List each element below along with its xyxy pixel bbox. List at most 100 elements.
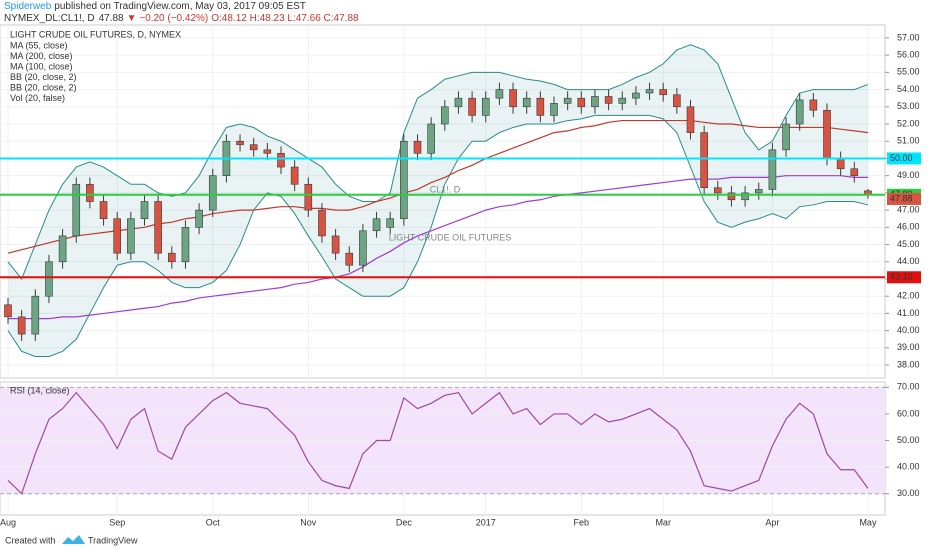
y-tick-label: 39.00 <box>897 342 920 352</box>
candle-body <box>45 261 53 297</box>
y-tick-label: 49.00 <box>897 170 920 180</box>
candle-body <box>290 166 299 185</box>
level-tag <box>887 271 921 284</box>
y-tick-label: 46.00 <box>897 222 920 232</box>
candle-body <box>331 235 340 254</box>
pane-title: RSI (14, close) <box>10 385 70 395</box>
candle-body <box>4 304 12 318</box>
candle-body <box>659 89 668 96</box>
candle-body <box>208 175 217 211</box>
candle-body <box>836 158 845 170</box>
y-tick-label: 45.00 <box>897 239 920 249</box>
candle-body <box>713 187 722 194</box>
author[interactable]: Spiderweb <box>4 1 52 12</box>
candle-body <box>86 183 94 202</box>
logo <box>62 535 85 544</box>
legend-entry: MA (100, close) <box>10 61 73 71</box>
x-tick-label: Aug <box>0 517 16 527</box>
candle-body <box>181 227 190 263</box>
candle-body <box>31 295 40 335</box>
ma-line <box>7 119 869 254</box>
legend-entry: MA (55, close) <box>10 40 68 50</box>
candle-body <box>127 218 135 254</box>
watermark-name: LIGHT CRUDE OIL FUTURES <box>389 232 512 242</box>
x-tick-label: Sep <box>109 517 125 527</box>
legend-entry: BB (20, close, 2) <box>10 72 77 82</box>
candle-body <box>372 218 381 232</box>
last-price-tag <box>887 192 921 205</box>
candle-body <box>550 103 558 116</box>
y-tick-label: 50.00 <box>897 435 920 445</box>
candle-body <box>427 123 435 154</box>
candle-body <box>604 96 613 104</box>
y-tick-label: 54.00 <box>897 84 920 94</box>
last: 47.88 <box>99 13 124 24</box>
symbol: NYMEX_DL:CL1!, D <box>4 13 95 24</box>
published: published on TradingView.com, May 03, 20… <box>54 1 306 12</box>
bb-upper <box>7 44 869 280</box>
candle-body <box>577 97 586 108</box>
y-tick-label: 56.00 <box>897 50 920 60</box>
y-tick-label: 41.00 <box>897 308 920 318</box>
legend-entry: Vol (20, false) <box>10 93 65 103</box>
candle-body <box>168 252 176 263</box>
candle-body <box>468 97 476 116</box>
candle-body <box>809 99 818 111</box>
candle-body <box>632 92 640 99</box>
candle-body <box>591 96 599 108</box>
last-price-label: 47.88 <box>890 193 913 203</box>
bb-fill <box>8 44 868 357</box>
level-tag-label: 43.10 <box>890 272 913 282</box>
candle-body <box>509 89 517 108</box>
y-tick-label: 57.00 <box>897 32 920 42</box>
candle-body <box>686 106 695 133</box>
candle-body <box>673 94 681 108</box>
candle-body <box>795 99 804 125</box>
y-tick-label: 44.00 <box>897 256 920 266</box>
x-tick-label: May <box>859 517 877 527</box>
candle-body <box>195 209 203 228</box>
y-tick-label: 40.00 <box>897 461 920 471</box>
candle-body <box>263 149 272 154</box>
y-tick-label: 47.00 <box>897 204 920 214</box>
candle-body <box>99 201 108 220</box>
candle-body <box>277 152 285 168</box>
candle-body <box>495 89 504 99</box>
y-tick-label: 70.00 <box>897 382 920 392</box>
ma-line <box>8 175 868 320</box>
candle-body <box>318 209 326 237</box>
y-tick-label: 38.00 <box>897 359 920 369</box>
candle-body <box>304 183 313 211</box>
footer-brand[interactable]: TradingView <box>88 535 138 545</box>
y-tick-label: 42.00 <box>897 291 920 301</box>
ohlc: O:48.12 H:48.23 L:47.66 C:47.88 <box>211 13 359 24</box>
y-tick-label: 40.00 <box>897 325 920 335</box>
candle-body <box>481 97 490 116</box>
y-tick-label: 30.00 <box>897 488 920 498</box>
candle-body <box>522 97 531 108</box>
candle-body <box>823 109 831 159</box>
header-line-2: NYMEX_DL:CL1!, D 47.88 ▼ −0.20 (−0.42%) O:4… <box>4 13 359 24</box>
footer-created: Created with <box>5 535 56 545</box>
candle-body <box>236 140 244 145</box>
candle-body <box>345 252 354 266</box>
y-tick-label: 53.00 <box>897 101 920 111</box>
candle-body <box>768 149 777 190</box>
x-tick-label: Dec <box>396 517 413 527</box>
candle-body <box>113 218 121 254</box>
candle-body <box>154 201 162 254</box>
pane-title: LIGHT CRUDE OIL FUTURES, D, NYMEX <box>10 29 181 39</box>
level-tag-label: 50.00 <box>890 153 913 163</box>
y-tick-label: 52.00 <box>897 118 920 128</box>
candle-body <box>563 97 572 104</box>
candle-body <box>727 192 736 201</box>
candle-body <box>58 235 67 263</box>
y-tick-label: 55.00 <box>897 67 920 77</box>
candle-body <box>359 230 367 266</box>
x-tick-label: Mar <box>655 517 671 527</box>
header-line-1: Spiderweb published on TradingView.com, M… <box>4 1 306 12</box>
y-tick-label: 51.00 <box>897 136 920 146</box>
candle-body <box>440 106 449 125</box>
candle-body <box>400 140 408 220</box>
